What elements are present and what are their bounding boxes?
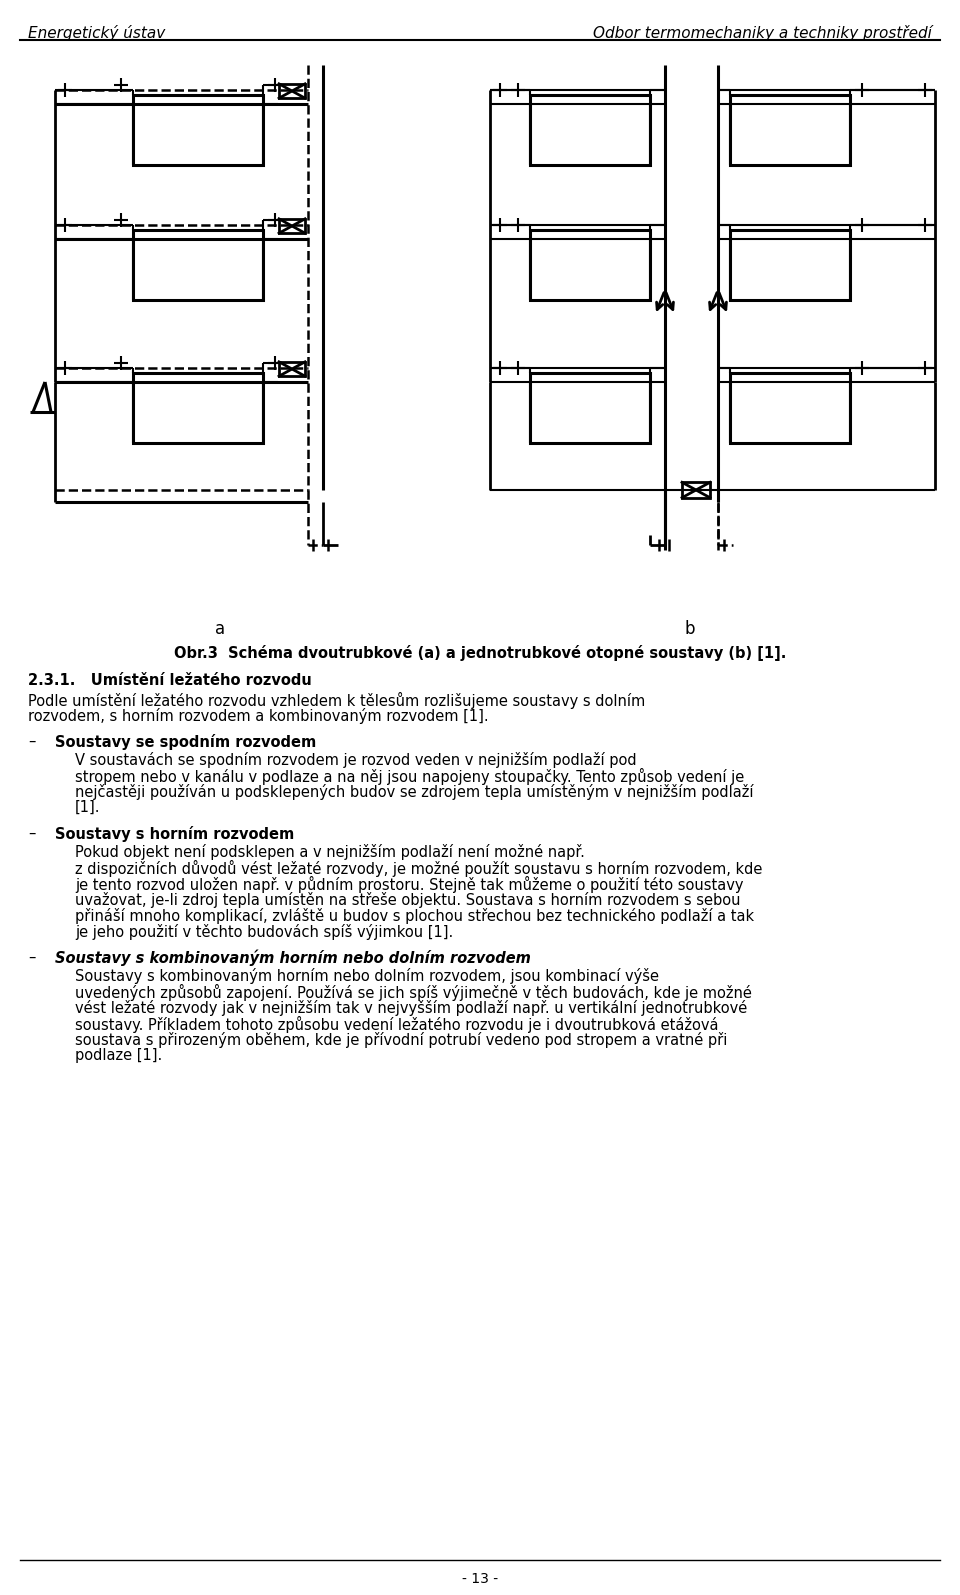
Text: Soustavy s kombinovaným horním nebo dolním rozvodem: Soustavy s kombinovaným horním nebo doln… — [55, 951, 531, 967]
Text: je jeho použití v těchto budovách spíš výjimkou [1].: je jeho použití v těchto budovách spíš v… — [75, 924, 453, 939]
Text: Soustavy s horním rozvodem: Soustavy s horním rozvodem — [55, 826, 295, 842]
Text: Obr.3  Schéma dvoutrubkové (a) a jednotrubkové otopné soustavy (b) [1].: Obr.3 Schéma dvoutrubkové (a) a jednotru… — [174, 644, 786, 660]
Bar — [279, 362, 305, 376]
Bar — [530, 96, 650, 164]
Bar — [682, 482, 710, 498]
Text: –: – — [28, 826, 36, 841]
Text: uvažovat, je-li zdroj tepla umístěn na střeše objektu. Soustava s horním rozvode: uvažovat, je-li zdroj tepla umístěn na s… — [75, 892, 740, 908]
Text: Pokud objekt není podsklepen a v nejnižším podlaží není možné např.: Pokud objekt není podsklepen a v nejnižš… — [75, 844, 585, 860]
Text: z dispozičních důvodů vést ležaté rozvody, je možné použít soustavu s horním roz: z dispozičních důvodů vést ležaté rozvod… — [75, 860, 762, 877]
Text: Soustavy se spodním rozvodem: Soustavy se spodním rozvodem — [55, 734, 316, 750]
Text: Podle umístění ležatého rozvodu vzhledem k tělesům rozlišujeme soustavy s dolním: Podle umístění ležatého rozvodu vzhledem… — [28, 692, 645, 710]
Bar — [730, 230, 850, 300]
Bar — [279, 85, 305, 99]
Bar — [133, 373, 263, 443]
Bar — [730, 96, 850, 164]
Text: přináší mnoho komplikací, zvláště u budov s plochou střechou bez technického pod: přináší mnoho komplikací, zvláště u budo… — [75, 908, 755, 924]
Text: Odbor termomechaniky a techniky prostředí: Odbor termomechaniky a techniky prostřed… — [593, 26, 932, 41]
Bar — [730, 373, 850, 443]
Text: stropem nebo v kanálu v podlaze a na něj jsou napojeny stoupačky. Tento způsob v: stropem nebo v kanálu v podlaze a na něj… — [75, 769, 744, 785]
Text: a: a — [215, 620, 225, 638]
Text: soustava s přirozeným oběhem, kde je přívodní potrubí vedeno pod stropem a vratn: soustava s přirozeným oběhem, kde je pří… — [75, 1032, 728, 1048]
Text: b: b — [684, 620, 695, 638]
Text: Soustavy s kombinovaným horním nebo dolním rozvodem, jsou kombinací výše: Soustavy s kombinovaným horním nebo doln… — [75, 968, 659, 984]
Text: [1].: [1]. — [75, 801, 101, 815]
Bar — [530, 373, 650, 443]
Text: V soustavách se spodním rozvodem je rozvod veden v nejnižším podlaží pod: V soustavách se spodním rozvodem je rozv… — [75, 751, 636, 769]
Text: uvedených způsobů zapojení. Používá se jich spíš výjimečně v těch budovách, kde : uvedených způsobů zapojení. Používá se j… — [75, 984, 752, 1002]
Text: Energetický ústav: Energetický ústav — [28, 26, 165, 41]
Text: 2.3.1.   Umístění ležatého rozvodu: 2.3.1. Umístění ležatého rozvodu — [28, 673, 312, 687]
Bar — [133, 96, 263, 164]
Text: soustavy. Příkladem tohoto způsobu vedení ležatého rozvodu je i dvoutrubková etá: soustavy. Příkladem tohoto způsobu veden… — [75, 1016, 718, 1034]
Text: –: – — [28, 734, 36, 750]
Bar — [133, 230, 263, 300]
Text: vést ležaté rozvody jak v nejnižším tak v nejvyšším podlaží např. u vertikální j: vést ležaté rozvody jak v nejnižším tak … — [75, 1000, 747, 1016]
Text: nejčastěji používán u podsklepených budov se zdrojem tepla umístěným v nejnižším: nejčastěji používán u podsklepených budo… — [75, 785, 754, 801]
Text: - 13 -: - 13 - — [462, 1573, 498, 1585]
Bar — [279, 219, 305, 233]
Text: je tento rozvod uložen např. v půdním prostoru. Stejně tak můžeme o použití této: je tento rozvod uložen např. v půdním pr… — [75, 876, 743, 893]
Text: podlaze [1].: podlaze [1]. — [75, 1048, 162, 1062]
Text: –: – — [28, 951, 36, 965]
Bar — [530, 230, 650, 300]
Text: rozvodem, s horním rozvodem a kombinovaným rozvodem [1].: rozvodem, s horním rozvodem a kombinovan… — [28, 708, 489, 724]
